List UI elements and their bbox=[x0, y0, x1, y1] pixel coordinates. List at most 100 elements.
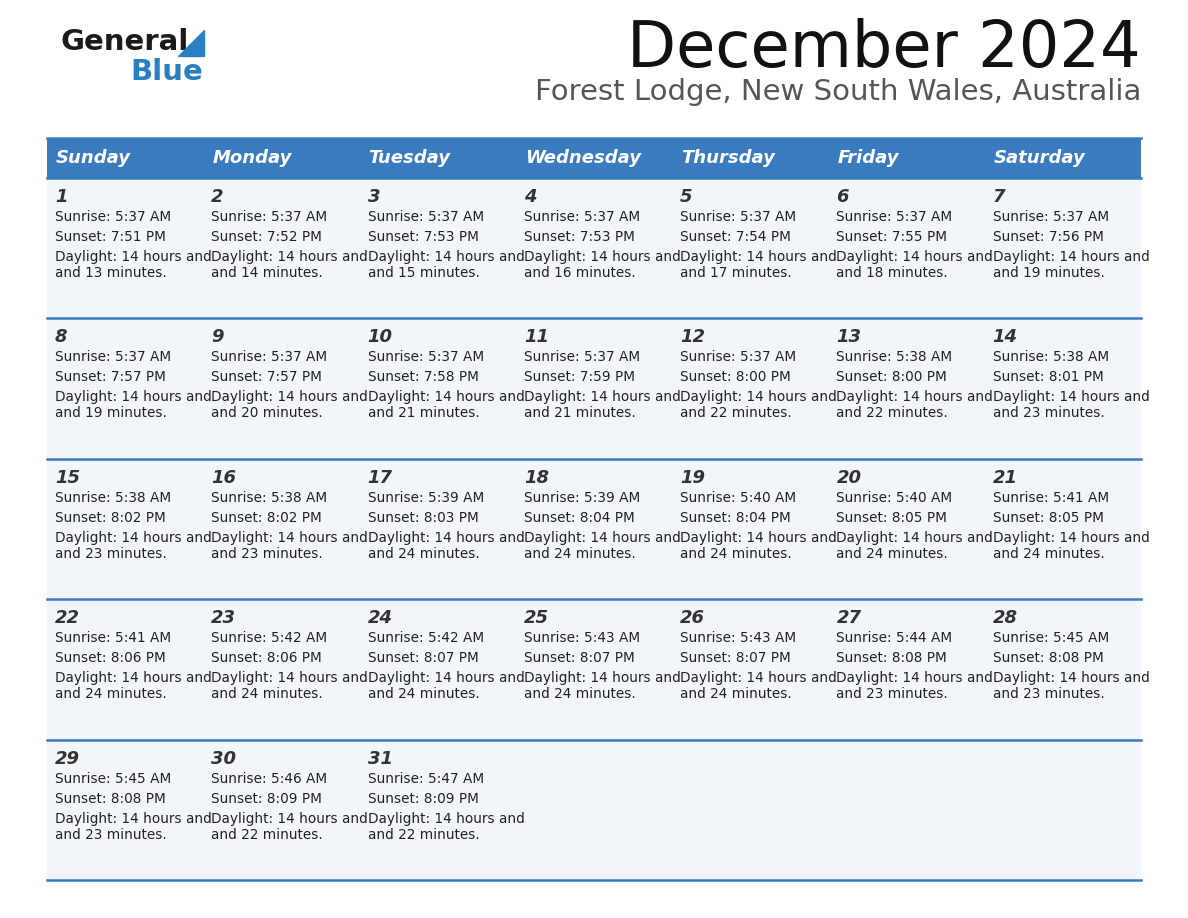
Text: 15: 15 bbox=[55, 469, 80, 487]
Text: 23: 23 bbox=[211, 610, 236, 627]
Text: Sunrise: 5:37 AM: Sunrise: 5:37 AM bbox=[55, 351, 171, 364]
Text: Daylight: 14 hours and: Daylight: 14 hours and bbox=[211, 812, 368, 825]
Text: Daylight: 14 hours and: Daylight: 14 hours and bbox=[524, 250, 681, 264]
Text: Daylight: 14 hours and: Daylight: 14 hours and bbox=[367, 250, 524, 264]
Text: Sunset: 7:55 PM: Sunset: 7:55 PM bbox=[836, 230, 947, 244]
Text: and 23 minutes.: and 23 minutes. bbox=[993, 688, 1105, 701]
Text: Friday: Friday bbox=[838, 149, 899, 167]
Text: Sunrise: 5:37 AM: Sunrise: 5:37 AM bbox=[836, 210, 953, 224]
Text: Sunrise: 5:38 AM: Sunrise: 5:38 AM bbox=[55, 491, 171, 505]
Text: 4: 4 bbox=[524, 188, 536, 206]
Text: 31: 31 bbox=[367, 750, 392, 767]
Text: and 24 minutes.: and 24 minutes. bbox=[211, 688, 323, 701]
Text: Sunrise: 5:42 AM: Sunrise: 5:42 AM bbox=[367, 632, 484, 645]
Text: and 19 minutes.: and 19 minutes. bbox=[993, 266, 1105, 280]
Text: Sunrise: 5:42 AM: Sunrise: 5:42 AM bbox=[211, 632, 328, 645]
Text: and 24 minutes.: and 24 minutes. bbox=[681, 688, 792, 701]
Text: Sunset: 8:07 PM: Sunset: 8:07 PM bbox=[681, 651, 791, 666]
Text: Tuesday: Tuesday bbox=[368, 149, 450, 167]
Text: Sunset: 8:02 PM: Sunset: 8:02 PM bbox=[55, 510, 166, 525]
Text: Daylight: 14 hours and: Daylight: 14 hours and bbox=[367, 671, 524, 685]
Text: Sunrise: 5:39 AM: Sunrise: 5:39 AM bbox=[367, 491, 484, 505]
Text: 25: 25 bbox=[524, 610, 549, 627]
Text: General: General bbox=[61, 28, 189, 56]
Text: Daylight: 14 hours and: Daylight: 14 hours and bbox=[836, 531, 993, 544]
Bar bbox=[48, 319, 1140, 459]
Text: Sunset: 8:01 PM: Sunset: 8:01 PM bbox=[993, 370, 1104, 385]
Text: 16: 16 bbox=[211, 469, 236, 487]
Text: Sunrise: 5:37 AM: Sunrise: 5:37 AM bbox=[211, 351, 328, 364]
Text: 21: 21 bbox=[993, 469, 1018, 487]
Text: and 19 minutes.: and 19 minutes. bbox=[55, 407, 166, 420]
Text: Daylight: 14 hours and: Daylight: 14 hours and bbox=[524, 671, 681, 685]
Polygon shape bbox=[178, 30, 204, 56]
Text: Sunrise: 5:43 AM: Sunrise: 5:43 AM bbox=[524, 632, 640, 645]
Text: Daylight: 14 hours and: Daylight: 14 hours and bbox=[836, 671, 993, 685]
Text: Sunrise: 5:39 AM: Sunrise: 5:39 AM bbox=[524, 491, 640, 505]
Text: Daylight: 14 hours and: Daylight: 14 hours and bbox=[211, 531, 368, 544]
Text: 19: 19 bbox=[681, 469, 706, 487]
Text: Sunset: 7:59 PM: Sunset: 7:59 PM bbox=[524, 370, 634, 385]
Text: Sunset: 8:00 PM: Sunset: 8:00 PM bbox=[681, 370, 791, 385]
Text: Thursday: Thursday bbox=[681, 149, 775, 167]
Text: and 22 minutes.: and 22 minutes. bbox=[681, 407, 792, 420]
Text: and 18 minutes.: and 18 minutes. bbox=[836, 266, 948, 280]
Text: Daylight: 14 hours and: Daylight: 14 hours and bbox=[681, 250, 836, 264]
Text: and 17 minutes.: and 17 minutes. bbox=[681, 266, 792, 280]
Text: Sunrise: 5:41 AM: Sunrise: 5:41 AM bbox=[55, 632, 171, 645]
Text: Sunset: 8:08 PM: Sunset: 8:08 PM bbox=[836, 651, 947, 666]
Text: Sunrise: 5:47 AM: Sunrise: 5:47 AM bbox=[367, 772, 484, 786]
Text: Sunset: 8:03 PM: Sunset: 8:03 PM bbox=[367, 510, 479, 525]
Text: 8: 8 bbox=[55, 329, 68, 346]
Text: and 22 minutes.: and 22 minutes. bbox=[211, 828, 323, 842]
Text: Sunset: 8:00 PM: Sunset: 8:00 PM bbox=[836, 370, 947, 385]
Text: Sunday: Sunday bbox=[56, 149, 131, 167]
Text: Daylight: 14 hours and: Daylight: 14 hours and bbox=[367, 390, 524, 405]
Text: 27: 27 bbox=[836, 610, 861, 627]
Text: Sunset: 7:53 PM: Sunset: 7:53 PM bbox=[367, 230, 479, 244]
Text: Daylight: 14 hours and: Daylight: 14 hours and bbox=[367, 812, 524, 825]
Text: Daylight: 14 hours and: Daylight: 14 hours and bbox=[211, 671, 368, 685]
Text: Daylight: 14 hours and: Daylight: 14 hours and bbox=[367, 531, 524, 544]
Text: and 24 minutes.: and 24 minutes. bbox=[524, 688, 636, 701]
Text: and 20 minutes.: and 20 minutes. bbox=[211, 407, 323, 420]
Text: Daylight: 14 hours and: Daylight: 14 hours and bbox=[681, 531, 836, 544]
Text: 24: 24 bbox=[367, 610, 392, 627]
Text: 12: 12 bbox=[681, 329, 706, 346]
Text: Sunset: 8:02 PM: Sunset: 8:02 PM bbox=[211, 510, 322, 525]
Text: Daylight: 14 hours and: Daylight: 14 hours and bbox=[211, 250, 368, 264]
Text: December 2024: December 2024 bbox=[627, 18, 1140, 80]
Text: Daylight: 14 hours and: Daylight: 14 hours and bbox=[211, 390, 368, 405]
Text: Sunrise: 5:37 AM: Sunrise: 5:37 AM bbox=[55, 210, 171, 224]
Text: and 24 minutes.: and 24 minutes. bbox=[836, 547, 948, 561]
Text: 10: 10 bbox=[367, 329, 392, 346]
Text: 2: 2 bbox=[211, 188, 223, 206]
Text: Sunset: 8:07 PM: Sunset: 8:07 PM bbox=[367, 651, 479, 666]
Text: Daylight: 14 hours and: Daylight: 14 hours and bbox=[55, 250, 211, 264]
Text: Daylight: 14 hours and: Daylight: 14 hours and bbox=[55, 390, 211, 405]
Text: 13: 13 bbox=[836, 329, 861, 346]
Text: Sunrise: 5:38 AM: Sunrise: 5:38 AM bbox=[993, 351, 1108, 364]
Text: and 24 minutes.: and 24 minutes. bbox=[55, 688, 166, 701]
Text: and 22 minutes.: and 22 minutes. bbox=[836, 407, 948, 420]
Text: 18: 18 bbox=[524, 469, 549, 487]
Text: Sunset: 7:56 PM: Sunset: 7:56 PM bbox=[993, 230, 1104, 244]
Text: 5: 5 bbox=[681, 188, 693, 206]
Text: Sunrise: 5:40 AM: Sunrise: 5:40 AM bbox=[681, 491, 796, 505]
Text: Daylight: 14 hours and: Daylight: 14 hours and bbox=[993, 390, 1150, 405]
Text: Daylight: 14 hours and: Daylight: 14 hours and bbox=[681, 671, 836, 685]
Text: Sunset: 8:09 PM: Sunset: 8:09 PM bbox=[367, 791, 479, 806]
Text: Sunset: 7:57 PM: Sunset: 7:57 PM bbox=[211, 370, 322, 385]
Text: Sunrise: 5:37 AM: Sunrise: 5:37 AM bbox=[681, 351, 796, 364]
Text: 3: 3 bbox=[367, 188, 380, 206]
Text: Sunrise: 5:37 AM: Sunrise: 5:37 AM bbox=[211, 210, 328, 224]
Text: Sunset: 8:08 PM: Sunset: 8:08 PM bbox=[55, 791, 166, 806]
Text: Sunrise: 5:38 AM: Sunrise: 5:38 AM bbox=[836, 351, 953, 364]
Text: Sunset: 7:53 PM: Sunset: 7:53 PM bbox=[524, 230, 634, 244]
Text: 20: 20 bbox=[836, 469, 861, 487]
Text: Sunrise: 5:38 AM: Sunrise: 5:38 AM bbox=[211, 491, 328, 505]
Text: and 15 minutes.: and 15 minutes. bbox=[367, 266, 480, 280]
Text: 11: 11 bbox=[524, 329, 549, 346]
Text: Sunset: 7:58 PM: Sunset: 7:58 PM bbox=[367, 370, 479, 385]
Text: Wednesday: Wednesday bbox=[525, 149, 640, 167]
